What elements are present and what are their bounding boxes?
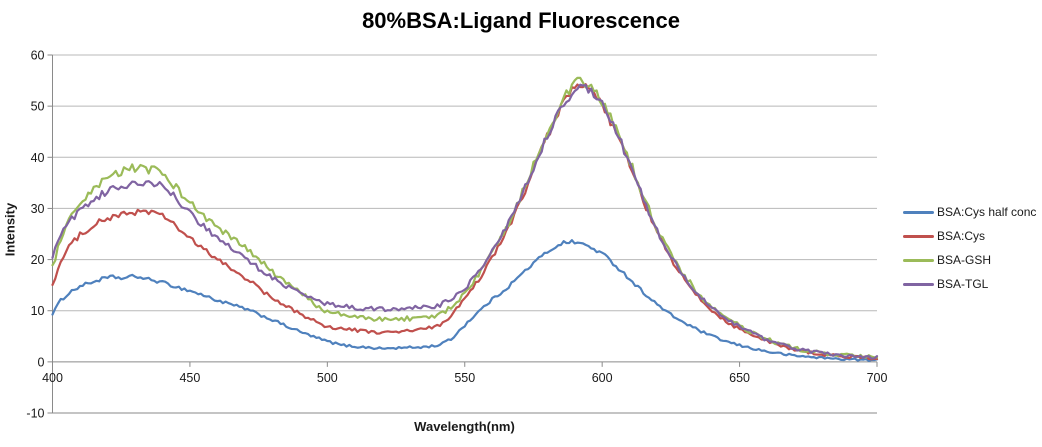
y-tick-label-30: 30 xyxy=(31,202,45,216)
series-line-bsa-gsh xyxy=(51,76,879,359)
legend-label: BSA:Cys xyxy=(937,229,986,243)
y-axis-title: Intensity xyxy=(2,202,18,257)
legend-label: BSA-TGL xyxy=(937,277,989,291)
legend-swatch-icon xyxy=(903,282,934,286)
x-tick-label-450: 450 xyxy=(179,371,200,385)
y-tick-label--10: -10 xyxy=(26,407,44,421)
legend-swatch-icon xyxy=(903,234,934,238)
series-line-bsa-tgl xyxy=(51,83,879,360)
x-tick-label-550: 550 xyxy=(454,371,475,385)
y-tick-label-60: 60 xyxy=(31,49,45,63)
legend-item-bsa-cys-half-conc: BSA:Cys half conc xyxy=(903,200,1042,224)
chart-title: 80%BSA:Ligand Fluorescence xyxy=(362,8,680,33)
legend-item-bsa-gsh: BSA-GSH xyxy=(903,248,1042,272)
legend-label: BSA:Cys half conc xyxy=(937,205,1037,219)
legend-swatch-icon xyxy=(903,210,934,214)
x-tick-label-700: 700 xyxy=(867,371,888,385)
x-tick-label-600: 600 xyxy=(592,371,613,385)
y-tick-label-20: 20 xyxy=(31,253,45,267)
series-line-bsa-cys xyxy=(51,83,879,361)
legend: BSA:Cys half conc BSA:Cys BSA-GSH BSA-TGL xyxy=(903,200,1042,296)
legend-item-bsa-cys: BSA:Cys xyxy=(903,224,1042,248)
y-tick-label-0: 0 xyxy=(38,355,45,369)
y-tick-label-40: 40 xyxy=(31,151,45,165)
x-tick-label-650: 650 xyxy=(729,371,750,385)
series-line-bsa-cys-half-conc xyxy=(51,239,879,362)
y-tick-label-10: 10 xyxy=(31,304,45,318)
x-axis-title: Wavelength(nm) xyxy=(414,419,515,434)
y-tick-label-50: 50 xyxy=(31,100,45,114)
legend-swatch-icon xyxy=(903,258,934,262)
legend-label: BSA-GSH xyxy=(937,253,992,267)
x-tick-label-400: 400 xyxy=(42,371,63,385)
x-tick-label-500: 500 xyxy=(317,371,338,385)
legend-item-bsa-tgl: BSA-TGL xyxy=(903,272,1042,296)
